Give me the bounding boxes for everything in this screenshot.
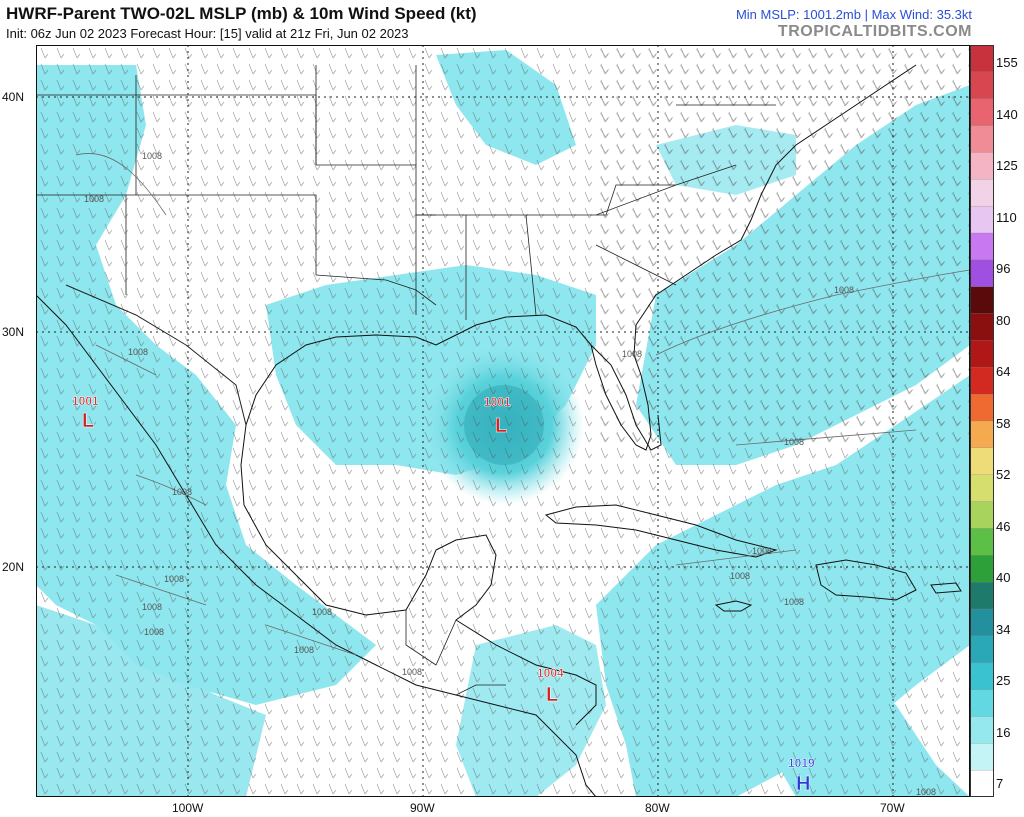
colorbar-label: 7 [996,776,1004,791]
lon-label-90w: 90W [410,801,435,815]
colorbar-swatch [969,313,995,342]
colorbar-label: 34 [996,621,1011,637]
svg-text:1004: 1004 [537,666,564,680]
colorbar-label: 110 [996,209,1017,225]
svg-text:L: L [546,684,558,706]
colorbar-swatch [969,743,995,771]
pressure-system-caribbean: 1004 L [537,666,565,707]
colorbar-swatch [969,689,995,718]
colorbar-label: 16 [996,724,1011,740]
min-max-stats: Min MSLP: 1001.2mb | Max Wind: 35.3kt [735,7,972,22]
colorbar-swatch [969,555,995,583]
svg-text:L: L [82,410,94,432]
colorbar-label: 80 [996,312,1011,328]
colorbar-swatch [969,44,995,73]
svg-text:1008: 1008 [784,597,804,607]
pressure-system-gulf: 1001 L [484,395,512,438]
colorbar-swatch [969,179,995,207]
lon-label-80w: 80W [645,801,670,815]
colorbar-swatch [969,662,995,691]
colorbar-label: 46 [996,518,1011,534]
colorbar-swatch [969,152,995,180]
map-canvas: 1008 1008 1008 1008 1008 1008 1008 1008 … [36,45,970,797]
colorbar-swatch [969,259,995,288]
colorbar-swatch [969,232,995,261]
colorbar-label: 40 [996,570,1011,585]
svg-text:1008: 1008 [402,667,422,677]
svg-text:1008: 1008 [164,574,184,584]
colorbar-swatch [969,71,995,100]
svg-text:1008: 1008 [834,285,854,295]
lat-label-30n: 30N [2,325,25,339]
header: HWRF-Parent TWO-02L MSLP (mb) & 10m Wind… [0,0,1024,46]
svg-text:L: L [495,415,507,437]
site-credit: TROPICALTIDBITS.COM [777,23,972,40]
colorbar-swatch [969,393,995,422]
colorbar-label: 52 [996,467,1011,482]
svg-text:1008: 1008 [84,194,104,204]
colorbar-swatch [969,501,995,530]
lat-label-20n: 20N [2,560,25,574]
isobars [75,153,970,656]
svg-text:1008: 1008 [730,571,750,581]
svg-text:1001: 1001 [72,394,99,408]
lat-label-40n: 40N [2,90,25,104]
colorbar-swatch [969,635,995,664]
svg-text:1008: 1008 [144,627,164,637]
colorbar-label: 155 [996,55,1018,70]
colorbar-swatch [969,420,995,449]
colorbar-label: 140 [996,106,1018,122]
map-title: HWRF-Parent TWO-02L MSLP (mb) & 10m Wind… [6,4,477,23]
borders [36,65,776,696]
colorbar-swatch [969,125,995,154]
colorbar-label: 64 [996,364,1011,379]
svg-text:1008: 1008 [142,602,162,612]
colorbar-swatch [969,769,995,798]
colorbar-swatch [969,98,995,127]
svg-text:1008: 1008 [752,546,772,556]
svg-text:1008: 1008 [172,487,192,497]
colorbar-swatch [969,286,995,315]
isobar-labels: 1008 1008 1008 1008 1008 1008 1008 1008 … [84,151,936,797]
weather-map: 1008 1008 1008 1008 1008 1008 1008 1008 … [36,45,970,797]
svg-text:1008: 1008 [294,645,314,655]
colorbar-swatch [969,528,995,556]
svg-text:1008: 1008 [142,151,162,161]
colorbar-swatch [969,367,995,395]
colorbar-swatch [969,474,995,503]
colorbar-label: 25 [996,673,1011,688]
colorbar-swatch [969,340,995,368]
svg-text:H: H [796,773,810,795]
colorbar-swatch [969,447,995,476]
svg-text:1001: 1001 [484,395,511,409]
colorbar-swatch [969,716,995,744]
svg-text:1008: 1008 [916,787,936,797]
svg-text:1008: 1008 [784,437,804,447]
init-info: Init: 06z Jun 02 2023 Forecast Hour: [15… [6,26,409,41]
colorbar-swatches [969,44,995,798]
pressure-system-west: 1001 L [72,394,100,433]
svg-text:1008: 1008 [312,607,332,617]
coastlines [36,64,962,797]
colorbar-label: 96 [996,261,1011,276]
lon-label-100w: 100W [172,801,204,815]
colorbar-swatch [969,205,995,234]
svg-text:1019: 1019 [788,756,815,770]
svg-text:1008: 1008 [128,347,148,357]
colorbar-label: 125 [996,158,1018,173]
colorbar-swatch [969,608,995,637]
pressure-system-high: 1019 H [788,756,816,796]
lon-label-70w: 70W [880,801,905,815]
svg-text:1008: 1008 [622,349,642,359]
wind-speed-colorbar [969,44,995,798]
colorbar-swatch [969,581,995,610]
colorbar-label: 58 [996,415,1011,431]
